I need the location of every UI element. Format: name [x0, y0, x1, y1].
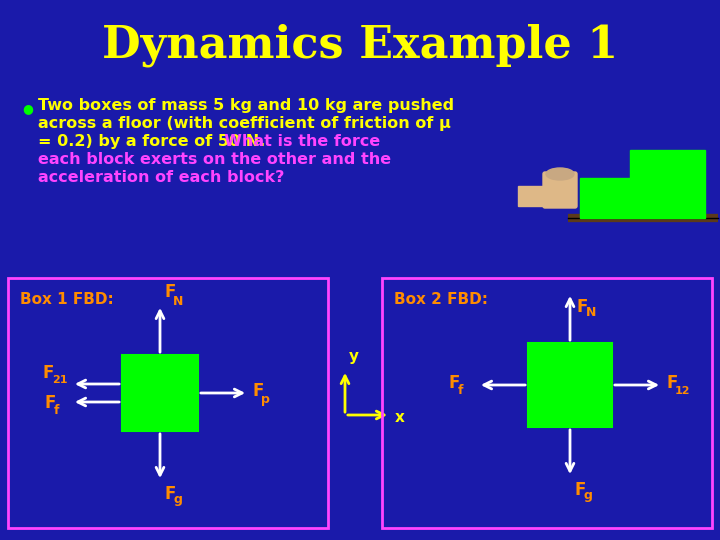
Text: Two boxes of mass 5 kg and 10 kg are pushed: Two boxes of mass 5 kg and 10 kg are pus… [38, 98, 454, 113]
Bar [528, 343, 612, 427]
Text: y: y [349, 349, 359, 364]
Text: 21: 21 [52, 375, 68, 385]
Bar [630, 150, 705, 218]
Text: Box 2 FBD:: Box 2 FBD: [394, 292, 488, 307]
Text: = 0.2) by a force of 50 N.: = 0.2) by a force of 50 N. [38, 134, 266, 149]
Text: across a floor (with coefficient of friction of μ: across a floor (with coefficient of fric… [38, 116, 451, 131]
Text: F: F [164, 283, 176, 301]
Text: Dynamics Example 1: Dynamics Example 1 [102, 23, 618, 67]
Text: Box 1 FBD:: Box 1 FBD: [20, 292, 114, 307]
Text: x: x [395, 409, 405, 424]
Text: F: F [252, 382, 264, 400]
Text: F: F [44, 394, 55, 412]
Text: N: N [586, 306, 596, 319]
Text: f: f [54, 404, 60, 417]
Text: F: F [666, 374, 678, 392]
FancyBboxPatch shape [543, 172, 577, 208]
Text: N: N [173, 295, 184, 308]
Text: F: F [577, 298, 588, 316]
Text: g: g [173, 493, 182, 506]
Text: acceleration of each block?: acceleration of each block? [38, 170, 284, 185]
Ellipse shape [546, 168, 574, 180]
Text: F: F [448, 374, 459, 392]
Text: p: p [261, 393, 270, 406]
Bar [8, 278, 328, 528]
Text: 12: 12 [675, 386, 690, 396]
Text: F: F [42, 364, 53, 382]
Text: ●: ● [22, 102, 33, 115]
Bar [518, 186, 573, 206]
Bar [580, 178, 630, 218]
Text: F: F [164, 485, 176, 503]
Text: F: F [574, 481, 585, 499]
Bar [122, 355, 198, 431]
Text: f: f [458, 384, 464, 397]
Text: each block exerts on the other and the: each block exerts on the other and the [38, 152, 391, 167]
Text: g: g [583, 489, 592, 502]
Bar [382, 278, 712, 528]
Text: What is the force: What is the force [213, 134, 380, 149]
